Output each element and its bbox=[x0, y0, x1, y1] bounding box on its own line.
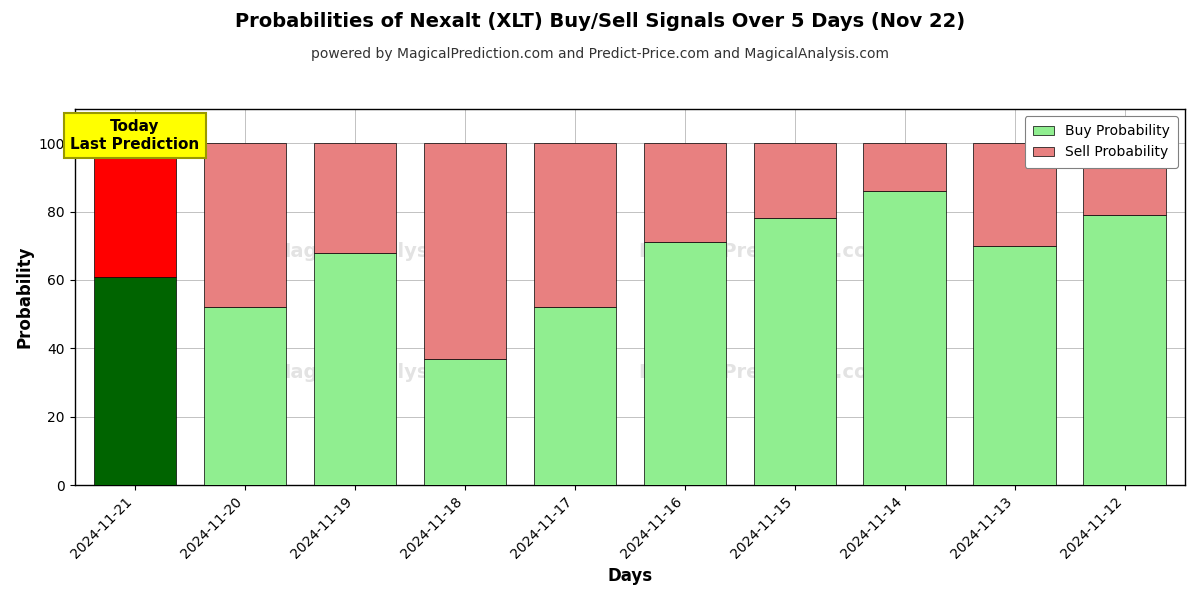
Bar bbox=[94, 143, 176, 277]
Text: Today
Last Prediction: Today Last Prediction bbox=[71, 119, 199, 152]
Bar bbox=[424, 143, 506, 359]
Bar bbox=[313, 143, 396, 253]
Bar bbox=[204, 307, 287, 485]
Bar bbox=[643, 242, 726, 485]
Bar bbox=[643, 143, 726, 242]
Text: MagicalAnalysis.com: MagicalAnalysis.com bbox=[271, 363, 499, 382]
Bar bbox=[973, 143, 1056, 246]
Bar bbox=[424, 359, 506, 485]
Bar bbox=[1084, 215, 1165, 485]
Text: Probabilities of Nexalt (XLT) Buy/Sell Signals Over 5 Days (Nov 22): Probabilities of Nexalt (XLT) Buy/Sell S… bbox=[235, 12, 965, 31]
Bar bbox=[754, 143, 836, 218]
Bar bbox=[754, 218, 836, 485]
Bar bbox=[864, 191, 946, 485]
Text: MagicalAnalysis.com: MagicalAnalysis.com bbox=[271, 242, 499, 262]
Bar bbox=[534, 307, 616, 485]
X-axis label: Days: Days bbox=[607, 567, 653, 585]
Bar bbox=[534, 143, 616, 307]
Text: MagicalPrediction.com: MagicalPrediction.com bbox=[638, 242, 888, 262]
Bar bbox=[313, 253, 396, 485]
Bar bbox=[94, 277, 176, 485]
Bar bbox=[973, 246, 1056, 485]
Legend: Buy Probability, Sell Probability: Buy Probability, Sell Probability bbox=[1025, 116, 1178, 167]
Bar bbox=[864, 143, 946, 191]
Bar bbox=[204, 143, 287, 307]
Text: MagicalPrediction.com: MagicalPrediction.com bbox=[638, 363, 888, 382]
Y-axis label: Probability: Probability bbox=[16, 246, 34, 348]
Bar bbox=[1084, 143, 1165, 215]
Text: powered by MagicalPrediction.com and Predict-Price.com and MagicalAnalysis.com: powered by MagicalPrediction.com and Pre… bbox=[311, 47, 889, 61]
